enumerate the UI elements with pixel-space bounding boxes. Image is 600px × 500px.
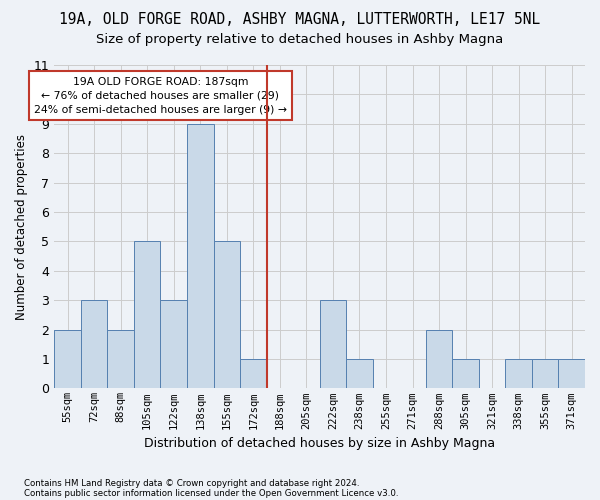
X-axis label: Distribution of detached houses by size in Ashby Magna: Distribution of detached houses by size … [144, 437, 495, 450]
Bar [532, 359, 559, 388]
Text: Contains HM Land Registry data © Crown copyright and database right 2024.: Contains HM Land Registry data © Crown c… [24, 478, 359, 488]
Text: 19A OLD FORGE ROAD: 187sqm
← 76% of detached houses are smaller (29)
24% of semi: 19A OLD FORGE ROAD: 187sqm ← 76% of deta… [34, 77, 287, 115]
Bar [187, 124, 214, 388]
Bar [240, 359, 266, 388]
Text: 19A, OLD FORGE ROAD, ASHBY MAGNA, LUTTERWORTH, LE17 5NL: 19A, OLD FORGE ROAD, ASHBY MAGNA, LUTTER… [59, 12, 541, 28]
Bar [107, 330, 134, 388]
Bar [134, 242, 160, 388]
Bar [54, 330, 81, 388]
Bar [426, 330, 452, 388]
Bar [81, 300, 107, 388]
Bar [452, 359, 479, 388]
Text: Size of property relative to detached houses in Ashby Magna: Size of property relative to detached ho… [97, 32, 503, 46]
Bar [346, 359, 373, 388]
Y-axis label: Number of detached properties: Number of detached properties [15, 134, 28, 320]
Bar [214, 242, 240, 388]
Bar [320, 300, 346, 388]
Bar [160, 300, 187, 388]
Bar [559, 359, 585, 388]
Bar [505, 359, 532, 388]
Text: Contains public sector information licensed under the Open Government Licence v3: Contains public sector information licen… [24, 488, 398, 498]
